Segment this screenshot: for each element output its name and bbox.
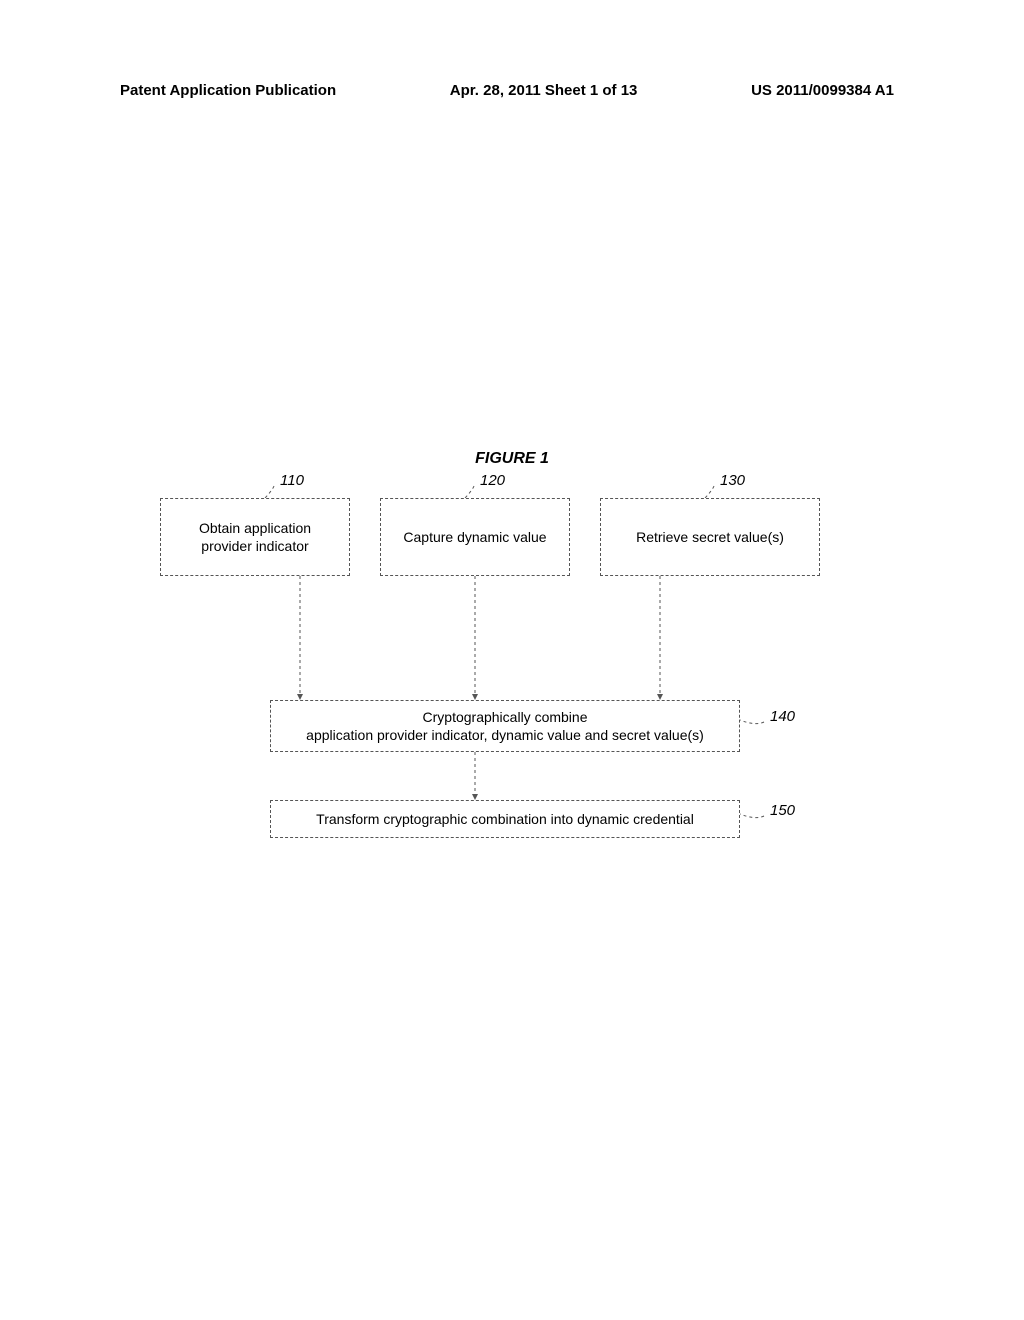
leader-curve-110 bbox=[265, 486, 274, 498]
flowchart-node-140: Cryptographically combine application pr… bbox=[270, 700, 740, 752]
figure-title: FIGURE 1 bbox=[0, 450, 1024, 468]
header-center: Apr. 28, 2011 Sheet 1 of 13 bbox=[450, 82, 638, 99]
flowchart-node-120: Capture dynamic value bbox=[380, 498, 570, 576]
flowchart-node-150: Transform cryptographic combination into… bbox=[270, 800, 740, 838]
flowchart-node-130: Retrieve secret value(s) bbox=[600, 498, 820, 576]
header-right: US 2011/0099384 A1 bbox=[751, 82, 894, 99]
refnum-120: 120 bbox=[480, 472, 505, 489]
page-header: Patent Application Publication Apr. 28, … bbox=[0, 82, 1024, 99]
refnum-150: 150 bbox=[770, 802, 795, 819]
flowchart-edges bbox=[0, 0, 1024, 1320]
leader-curve-120 bbox=[465, 486, 474, 498]
leader-curve-130 bbox=[705, 486, 714, 498]
header-left: Patent Application Publication bbox=[120, 82, 336, 99]
leader-curve-140 bbox=[740, 720, 764, 724]
refnum-130: 130 bbox=[720, 472, 745, 489]
leader-curve-150 bbox=[740, 814, 764, 818]
flowchart-node-110: Obtain application provider indicator bbox=[160, 498, 350, 576]
refnum-110: 110 bbox=[280, 472, 304, 489]
refnum-140: 140 bbox=[770, 708, 795, 725]
